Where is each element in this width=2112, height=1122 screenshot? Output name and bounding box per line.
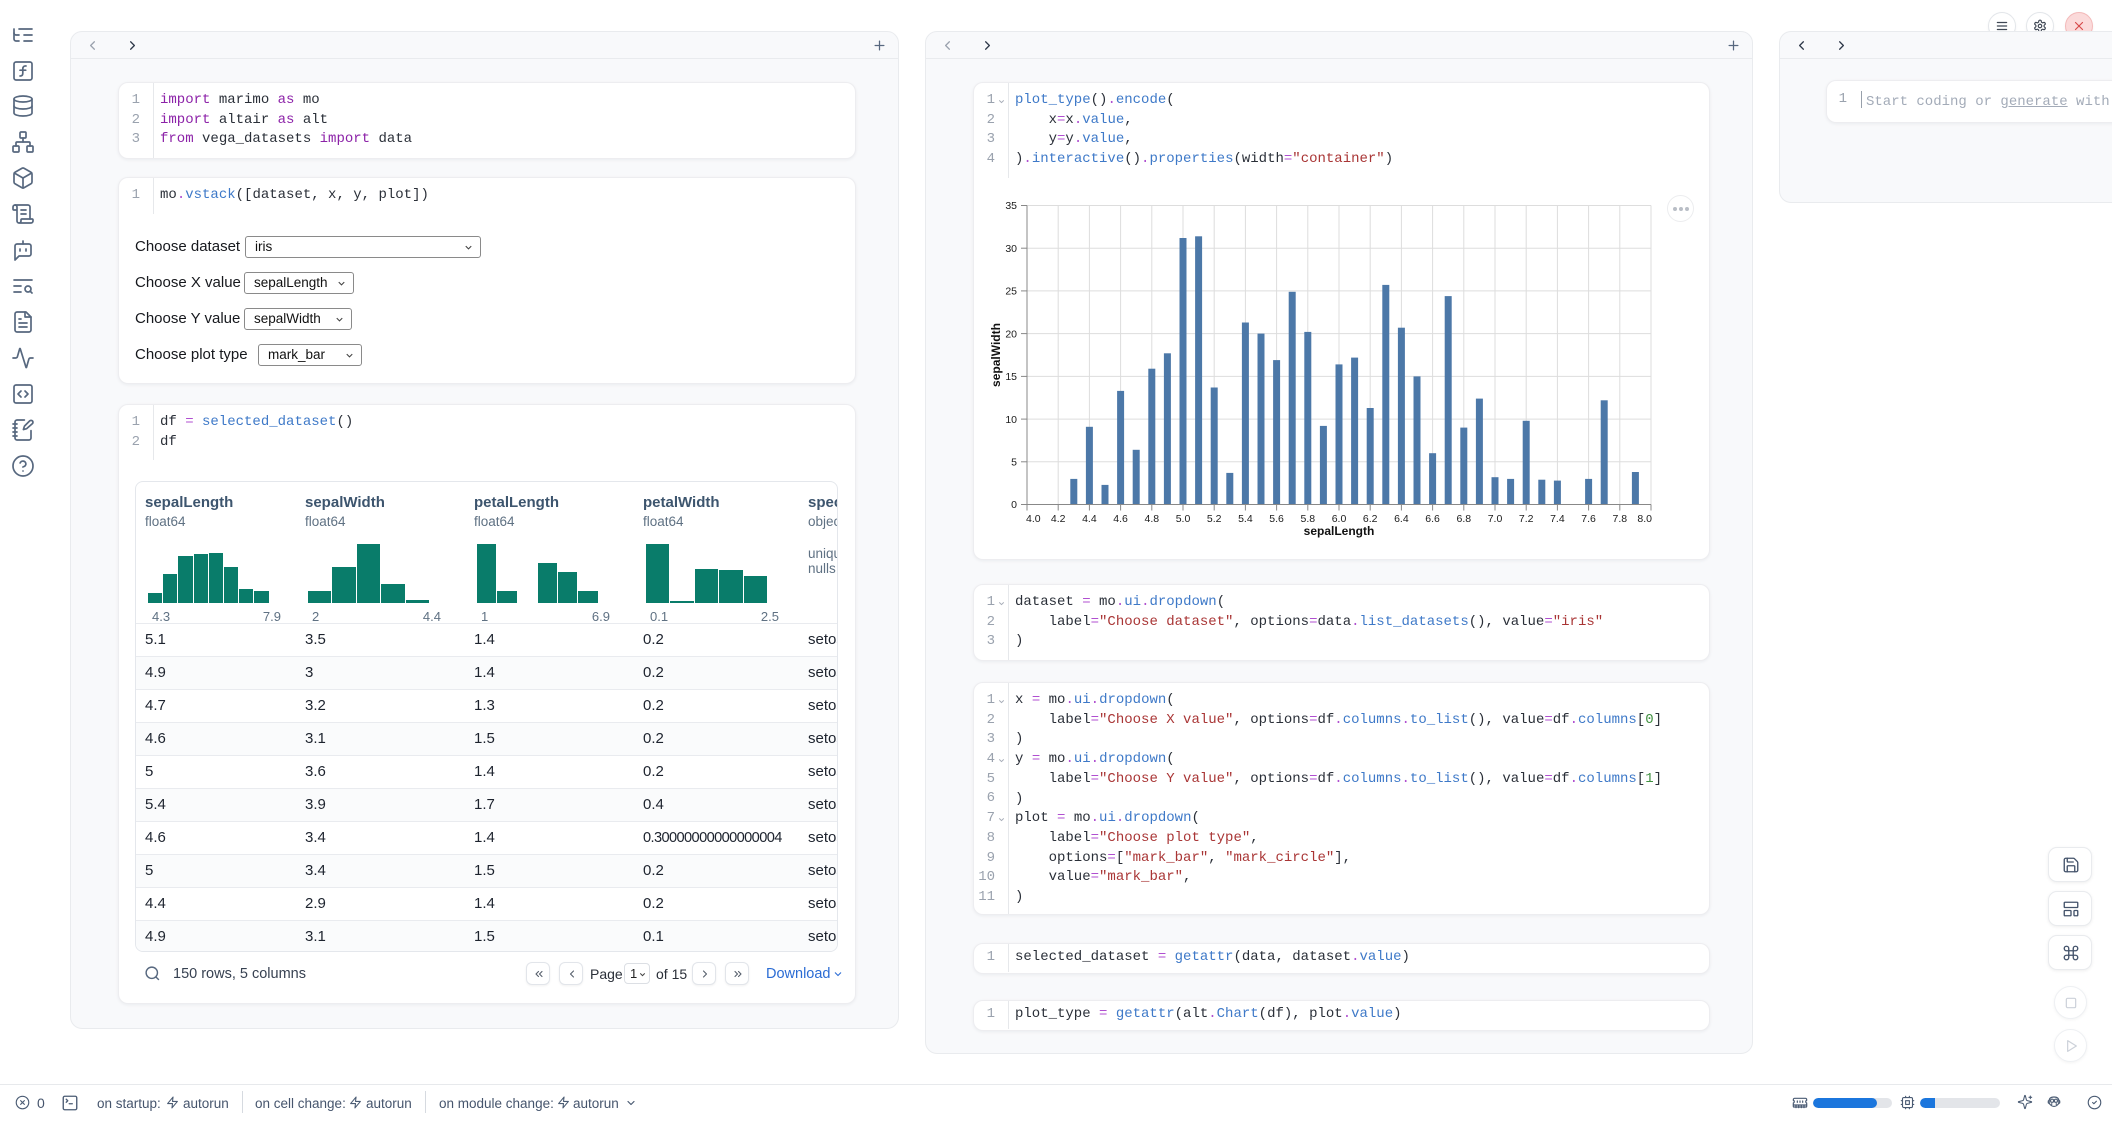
- svg-text:10: 10: [1005, 414, 1017, 426]
- svg-text:15: 15: [1005, 371, 1017, 383]
- svg-text:7.2: 7.2: [1519, 513, 1534, 525]
- svg-text:7.4: 7.4: [1550, 513, 1565, 525]
- svg-text:35: 35: [1005, 200, 1017, 212]
- svg-text:4.4: 4.4: [1082, 513, 1097, 525]
- svg-text:sepalLength: sepalLength: [1304, 524, 1375, 538]
- svg-text:5.4: 5.4: [1238, 513, 1253, 525]
- svg-text:5.8: 5.8: [1300, 513, 1315, 525]
- svg-text:8.0: 8.0: [1637, 513, 1652, 525]
- svg-text:6.0: 6.0: [1332, 513, 1347, 525]
- svg-text:5.6: 5.6: [1269, 513, 1284, 525]
- svg-text:4.0: 4.0: [1026, 513, 1041, 525]
- svg-text:7.6: 7.6: [1581, 513, 1596, 525]
- svg-text:6.8: 6.8: [1456, 513, 1471, 525]
- svg-text:5.0: 5.0: [1176, 513, 1191, 525]
- svg-text:4.6: 4.6: [1113, 513, 1128, 525]
- svg-text:6.4: 6.4: [1394, 513, 1409, 525]
- svg-text:7.8: 7.8: [1612, 513, 1627, 525]
- svg-text:5.2: 5.2: [1207, 513, 1222, 525]
- svg-text:sepalWidth: sepalWidth: [989, 323, 1003, 387]
- svg-text:6.6: 6.6: [1425, 513, 1440, 525]
- svg-text:0: 0: [1011, 499, 1017, 511]
- svg-text:30: 30: [1005, 243, 1017, 255]
- svg-text:4.2: 4.2: [1051, 513, 1066, 525]
- svg-text:7.0: 7.0: [1488, 513, 1503, 525]
- svg-text:6.2: 6.2: [1363, 513, 1378, 525]
- svg-text:20: 20: [1005, 328, 1017, 340]
- svg-text:25: 25: [1005, 286, 1017, 298]
- svg-text:5: 5: [1011, 457, 1017, 469]
- svg-text:4.8: 4.8: [1144, 513, 1159, 525]
